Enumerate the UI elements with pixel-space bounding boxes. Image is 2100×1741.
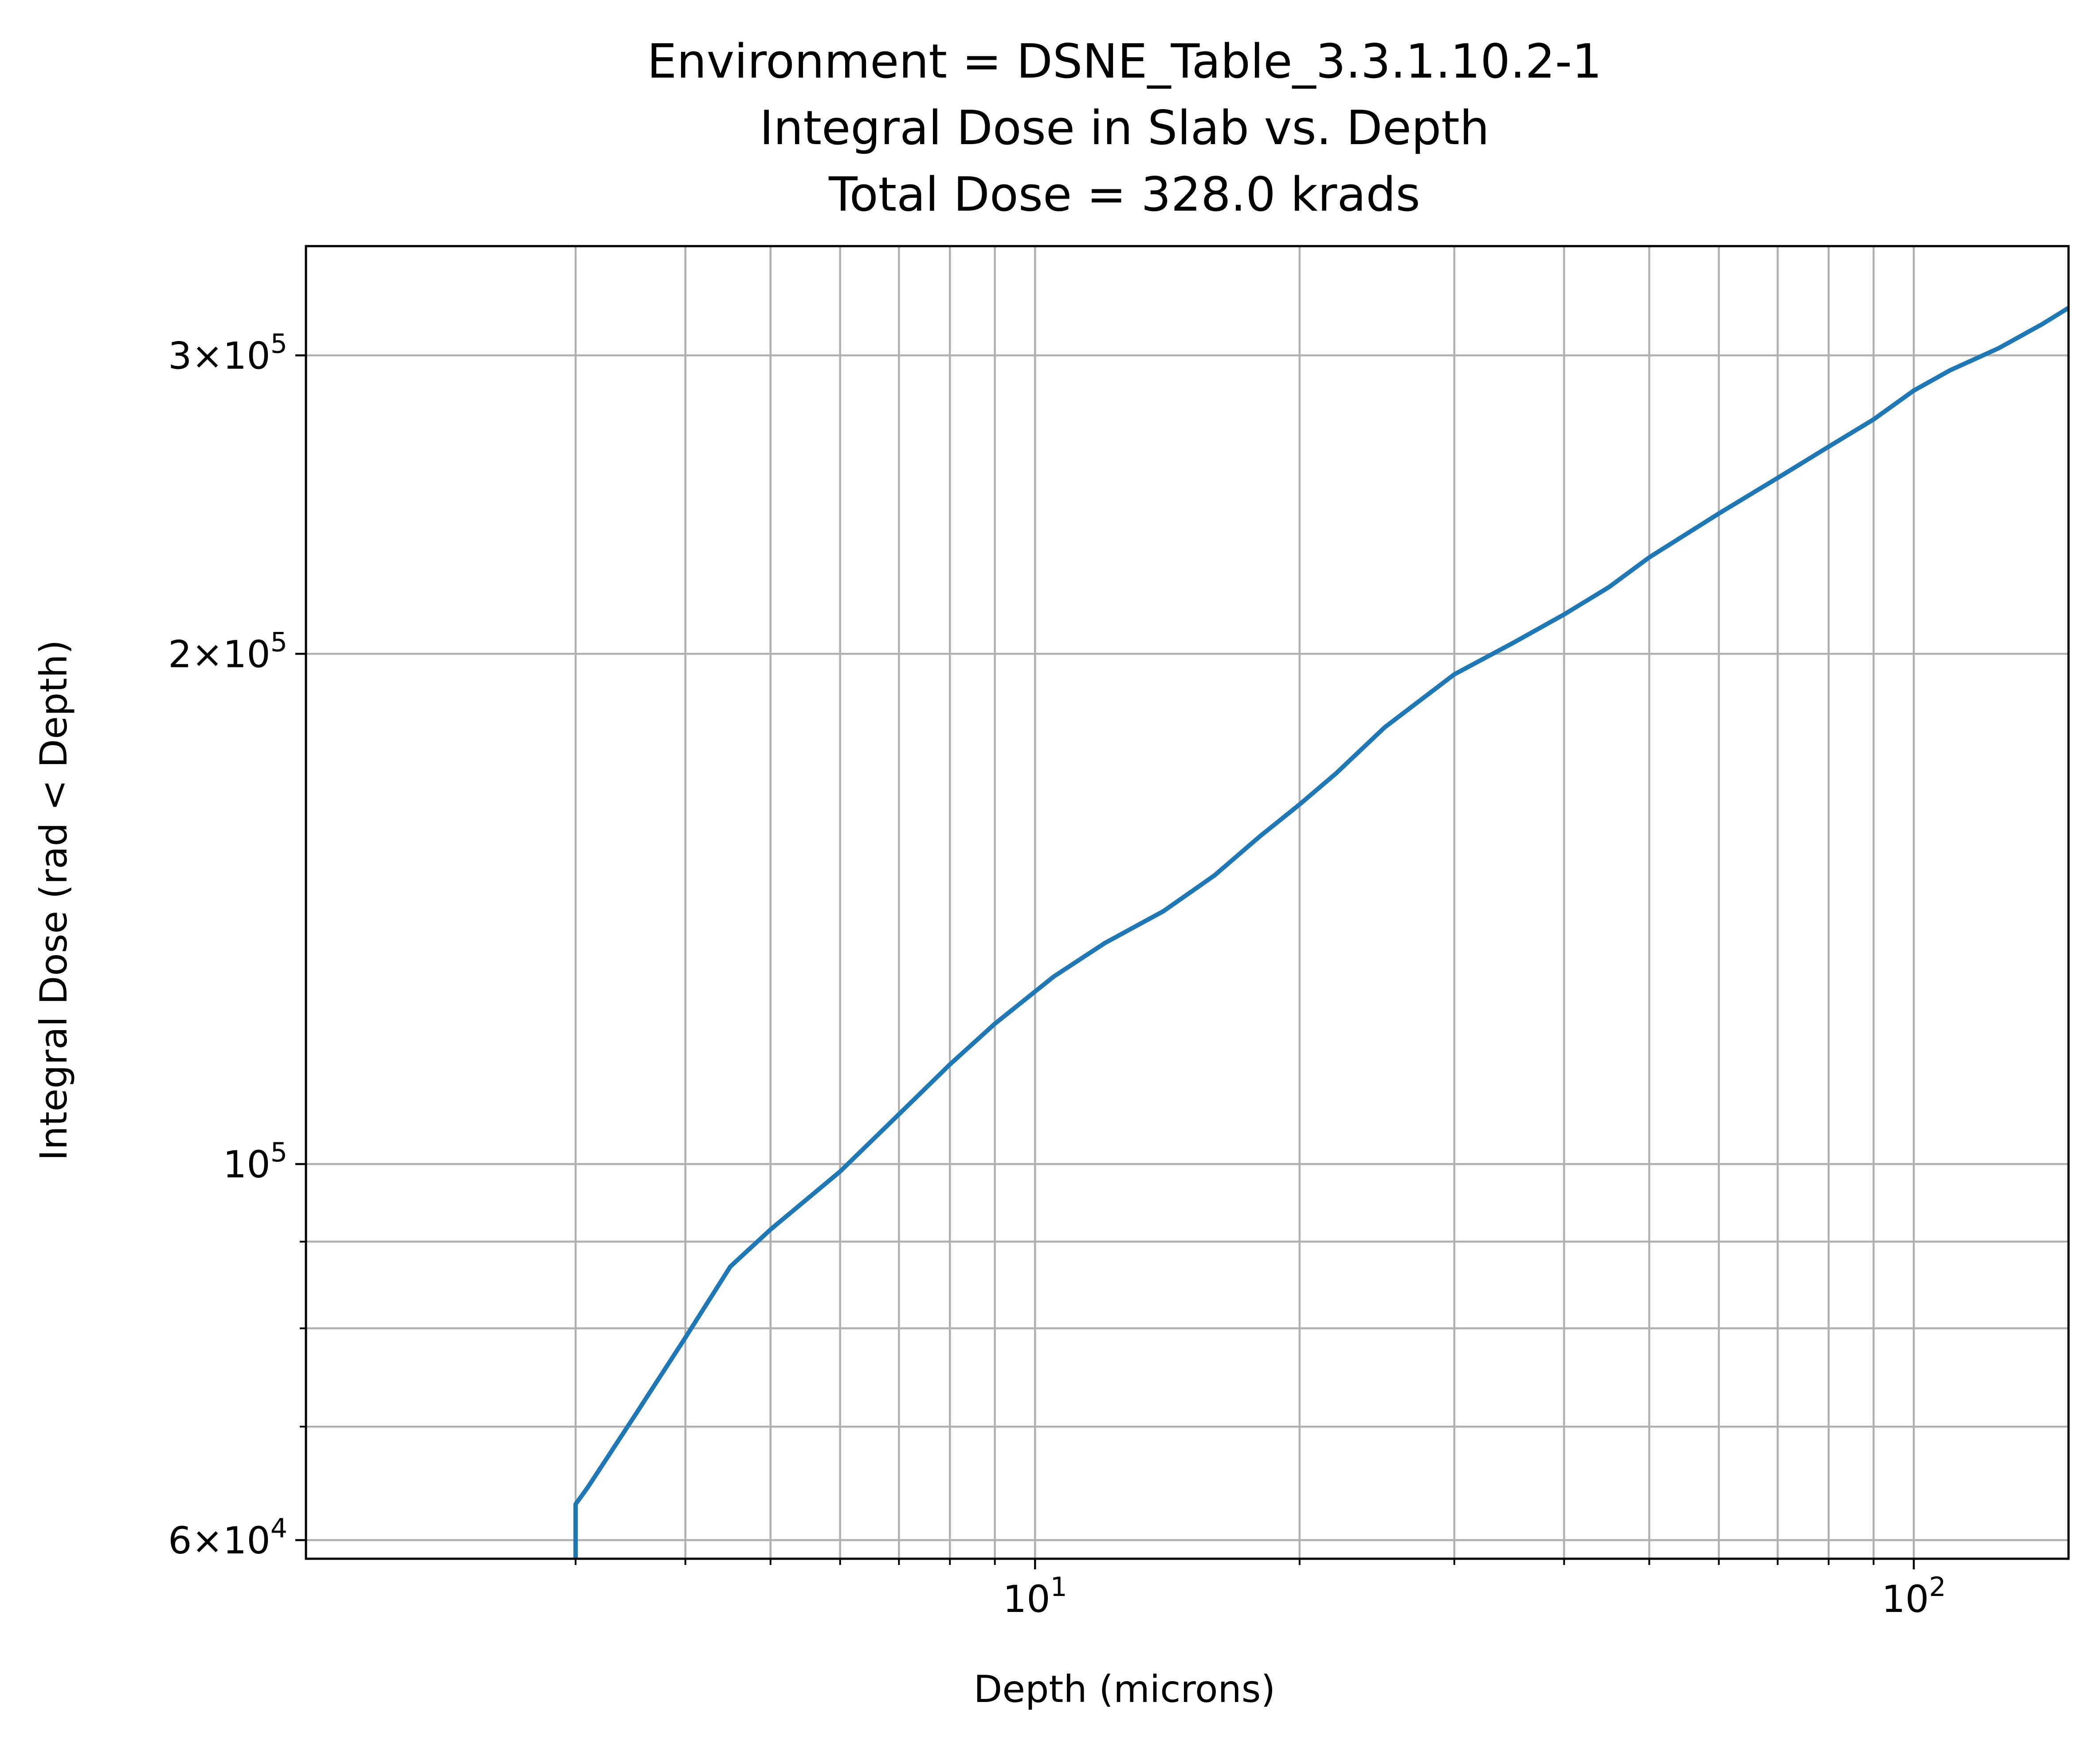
y-tick-label: 2×105 [168, 627, 287, 676]
chart-title-line-3: Total Dose = 328.0 krads [828, 167, 1420, 222]
y-tick-label: 6×104 [168, 1513, 287, 1562]
chart-title-line-2: Integral Dose in Slab vs. Depth [760, 101, 1489, 155]
y-tick-label: 105 [223, 1137, 287, 1186]
series-layer [573, 306, 2070, 1559]
series-line-0 [573, 306, 2070, 1559]
y-axis-label: Integral Dose (rad < Depth) [32, 640, 75, 1161]
chart-title: Environment = DSNE_Table_3.3.1.10.2-1 In… [647, 34, 1602, 222]
chart-title-line-1: Environment = DSNE_Table_3.3.1.10.2-1 [647, 34, 1602, 89]
plot-area-frame [305, 245, 2070, 1560]
axis-ticks: 101 102 6×104 105 2×105 3×105 [168, 328, 1946, 1621]
x-tick-label: 101 [1003, 1572, 1067, 1621]
grid-lines [306, 246, 2069, 1559]
x-tick-label: 102 [1881, 1572, 1946, 1621]
y-tick-label: 3×105 [168, 328, 287, 377]
x-axis-label: Depth (microns) [974, 1667, 1276, 1711]
